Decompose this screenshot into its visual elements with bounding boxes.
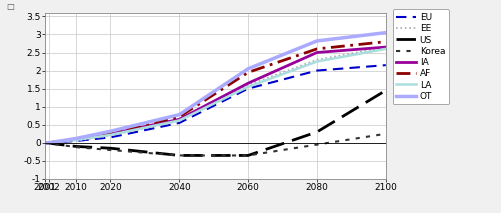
Text: □: □ <box>6 1 14 10</box>
Legend: EU, EE, US, Korea, IA, AF, LA, OT: EU, EE, US, Korea, IA, AF, LA, OT <box>393 9 449 105</box>
